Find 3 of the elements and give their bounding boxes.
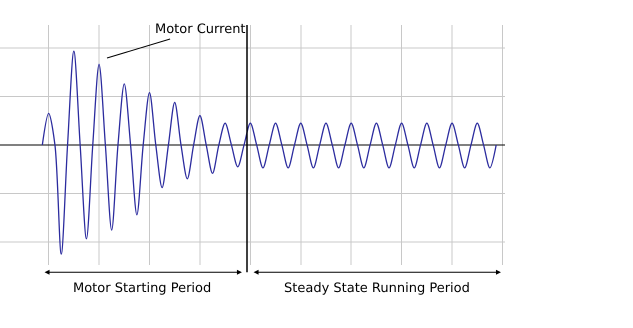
text: Steady State Running Period xyxy=(284,281,470,296)
text: Motor Current xyxy=(155,22,246,37)
text: Motor Starting Period xyxy=(73,281,212,296)
